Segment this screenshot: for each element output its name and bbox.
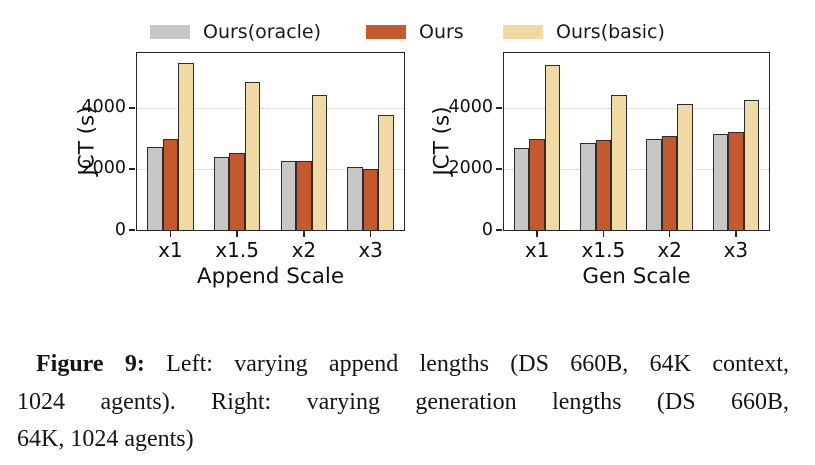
x-tick-x3 [369, 231, 372, 238]
y-tick-2000 [129, 168, 136, 170]
bar-Ours-x1.5 [595, 140, 612, 230]
x-tick-x3 [735, 231, 737, 238]
x-tick-label-x1: x1 [524, 237, 550, 262]
bar-Ours(basic)-x1.5 [244, 81, 261, 230]
bar-Ours(basic)-x1 [178, 63, 194, 230]
y-tick-label-4000: 4000 [81, 97, 126, 118]
y-tick-label-0: 0 [481, 219, 493, 240]
bar-Ours-x1 [529, 138, 545, 230]
bar-Ours-x2 [296, 161, 312, 230]
bar-Ours(oracle)-x1 [513, 147, 530, 230]
x-axis-label-append: Append Scale [196, 263, 345, 289]
gridline-4000 [504, 107, 769, 109]
caption-line-2: 1024 agents). Right: varying generation … [17, 388, 789, 415]
bar-Ours(basic)-x1.5 [611, 94, 627, 230]
legend-item-ours-oracle: Ours(oracle) [150, 22, 321, 42]
x-tick-label-x3: x3 [358, 237, 383, 262]
x-tick-label-x1: x1 [158, 237, 183, 262]
x-tick-x1.5 [236, 231, 238, 238]
bar-Ours(basic)-x3 [743, 100, 760, 230]
y-tick-label-2000: 2000 [81, 158, 126, 179]
y-tick-label-4000: 4000 [448, 97, 493, 118]
caption-line-1: Figure 9: Left: varying append lengths (… [17, 346, 789, 384]
x-tick-label-x2: x2 [291, 237, 317, 262]
bar-Ours(oracle)-x3 [347, 166, 363, 230]
y-tick-2000 [496, 168, 503, 170]
y-tick-0 [129, 229, 136, 231]
legend-label-ours: Ours [419, 21, 464, 43]
x-tick-x1 [536, 231, 538, 238]
y-tick-4000 [129, 107, 136, 109]
x-tick-x2 [303, 231, 305, 238]
bar-Ours-x1.5 [229, 153, 245, 230]
bar-Ours(oracle)-x1 [147, 147, 163, 230]
bar-Ours(basic)-x2 [311, 94, 328, 230]
bar-Ours(basic)-x1 [544, 65, 561, 230]
bar-Ours-x2 [661, 136, 678, 230]
x-tick-x1.5 [602, 231, 605, 238]
y-tick-4000 [496, 107, 503, 109]
gridline-2000 [137, 168, 404, 170]
caption-figure-number: Figure 9: [36, 351, 145, 377]
legend-item-ours-basic: Ours(basic) [503, 22, 665, 42]
caption-line-1-text: Left: varying append lengths (DS 660B, 6… [144, 351, 789, 377]
bar-Ours(oracle)-x3 [712, 133, 729, 230]
chart-gen-scale: JCT (s) Gen Scale x1 x1.5 x2 x3 0 2000 4000 [430, 52, 770, 289]
bar-Ours-x3 [728, 132, 744, 230]
legend-swatch-ours-oracle [150, 25, 190, 39]
bar-Ours-x1 [162, 138, 179, 230]
gridline-2000 [504, 168, 769, 170]
legend-label-ours-basic: Ours(basic) [556, 21, 665, 43]
y-tick-label-2000: 2000 [448, 158, 493, 179]
y-tick-0 [496, 229, 503, 231]
x-axis-label-gen: Gen Scale [582, 263, 691, 289]
figure-caption: Figure 9: Left: varying append lengths (… [17, 346, 789, 459]
legend-label-ours-oracle: Ours(oracle) [203, 21, 322, 43]
legend-item-ours: Ours [366, 22, 464, 42]
x-tick-label-x1.5: x1.5 [215, 237, 259, 262]
x-tick-label-x3: x3 [723, 237, 749, 262]
bar-Ours(oracle)-x2 [280, 160, 297, 230]
caption-line-3: 64K, 1024 agents) [17, 426, 194, 452]
bar-Ours-x3 [362, 169, 379, 230]
bar-Ours(basic)-x3 [378, 114, 394, 230]
x-tick-label-x1.5: x1.5 [581, 237, 626, 262]
x-tick-label-x2: x2 [657, 237, 682, 262]
bar-Ours(basic)-x2 [677, 103, 693, 230]
legend-swatch-ours-basic [503, 25, 543, 39]
bar-Ours(oracle)-x1.5 [213, 156, 230, 230]
x-tick-x2 [668, 231, 671, 238]
gridline-4000 [137, 107, 404, 109]
x-tick-x1 [169, 231, 172, 238]
bar-Ours(oracle)-x1.5 [580, 142, 596, 230]
bar-Ours(oracle)-x2 [646, 138, 662, 230]
y-tick-label-0: 0 [114, 219, 126, 240]
legend-swatch-ours [366, 25, 406, 39]
chart-append-scale: JCT (s) Append Scale x1 x1.5 x2 x3 0 2000 4000 [75, 52, 405, 289]
